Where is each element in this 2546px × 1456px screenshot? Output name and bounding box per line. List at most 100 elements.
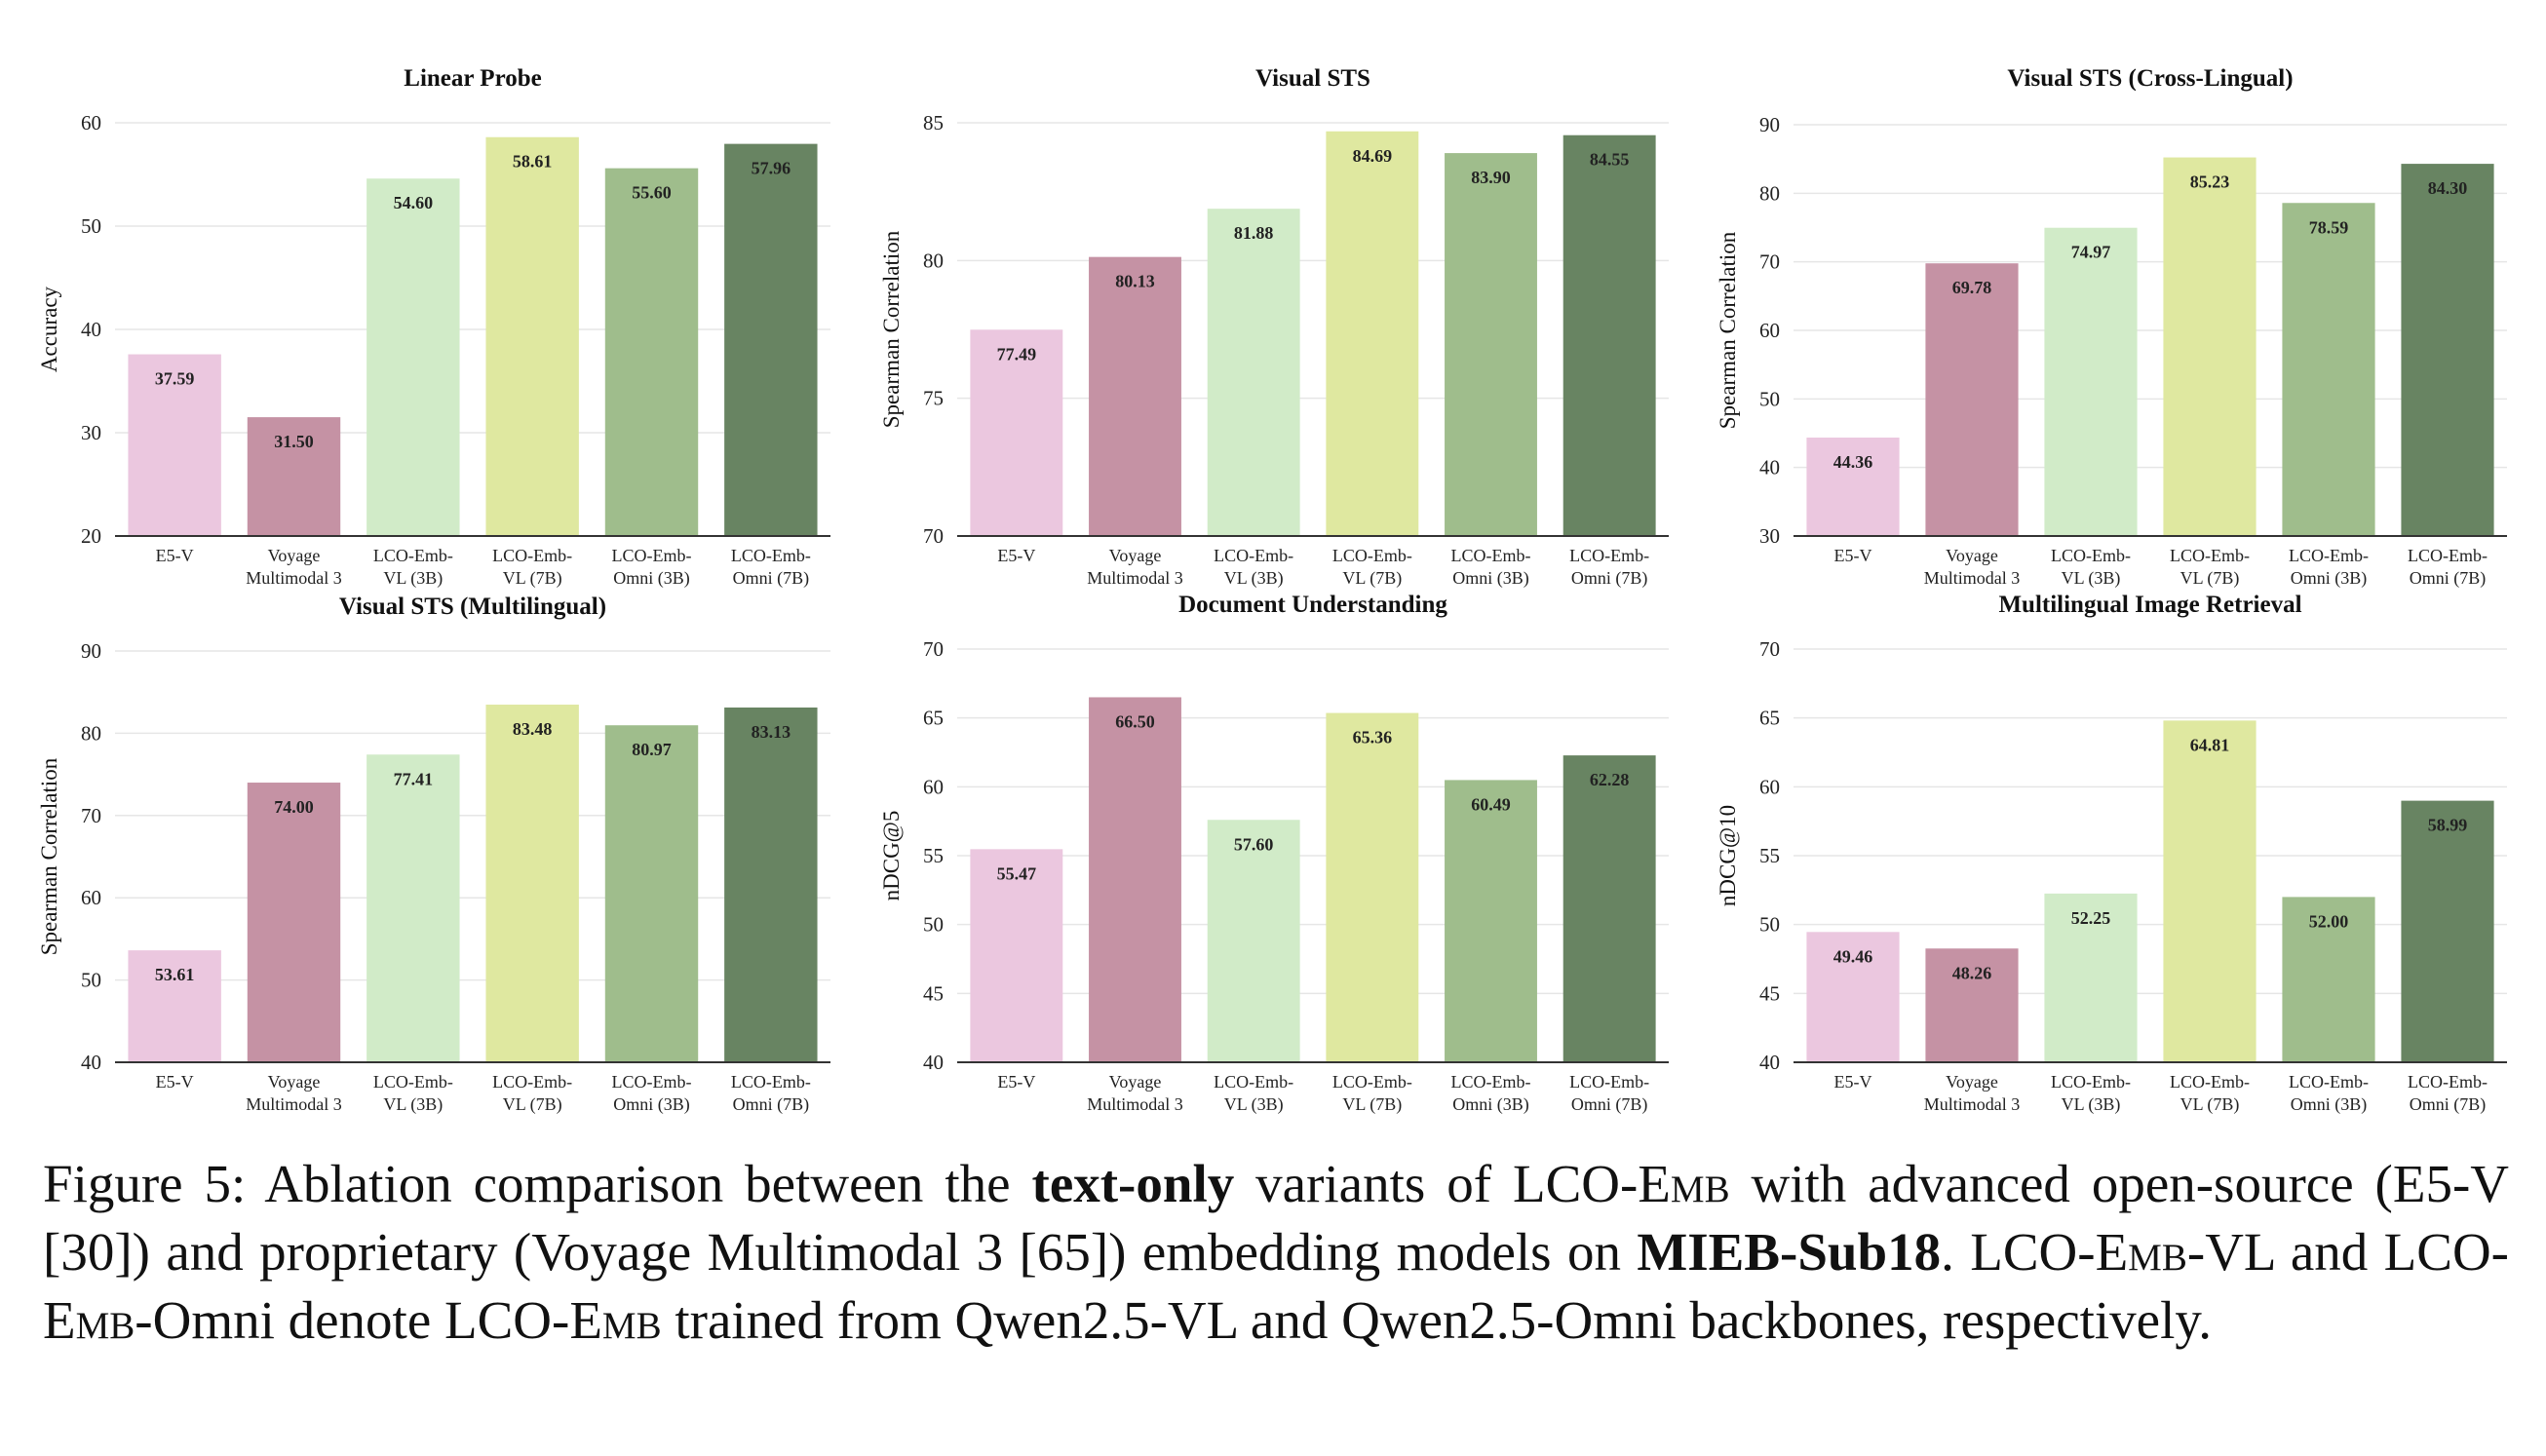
bar-value-label: 84.30 <box>2428 178 2468 198</box>
y-tick-label: 65 <box>1759 707 1780 730</box>
bar-value-label: 48.26 <box>1952 963 1992 982</box>
x-tick-label: LCO-Emb-Omni (3B) <box>612 1072 692 1115</box>
bar <box>247 417 341 536</box>
y-tick-label: 55 <box>1759 844 1780 867</box>
bar <box>247 783 341 1062</box>
x-tick-label: E5-V <box>997 1072 1035 1092</box>
bar-value-label: 74.97 <box>2071 243 2111 262</box>
y-tick-label: 20 <box>81 524 101 548</box>
bar <box>1326 712 1419 1062</box>
y-tick-label: 70 <box>1759 250 1780 274</box>
y-tick-label: 90 <box>1759 113 1780 136</box>
bar <box>1806 932 1900 1062</box>
chart-title: Multilingual Image Retrieval <box>1998 592 2301 618</box>
x-tick-label: LCO-Emb-VL (3B) <box>2051 546 2131 589</box>
y-tick-label: 70 <box>1759 637 1780 661</box>
y-tick-label: 70 <box>81 804 101 827</box>
bar <box>604 168 699 536</box>
bar <box>128 354 221 536</box>
bar-value-label: 83.13 <box>752 722 791 742</box>
bar <box>1806 438 1900 536</box>
x-tick-label: LCO-Emb-VL (7B) <box>1332 1072 1412 1115</box>
x-tick-label: LCO-Emb-VL (3B) <box>1214 1072 1293 1115</box>
y-axis-label: nDCG@10 <box>1716 805 1740 906</box>
x-tick-label: Voyage Multimodal 3 <box>1924 546 2021 588</box>
chart-panel-2: 70 75 80 85 Visual STS Spearman Correlation 77… <box>879 65 1669 589</box>
x-tick-label: LCO-Emb-Omni (7B) <box>1569 1072 1649 1115</box>
bar-value-label: 81.88 <box>1234 223 1274 243</box>
bar <box>2401 800 2494 1062</box>
bar-value-label: 57.96 <box>752 159 791 178</box>
chart-panel-4: 40 50 60 70 80 90 Visual STS (Multilingual) Spe… <box>37 594 830 1115</box>
bar <box>1089 256 1181 536</box>
bar-value-label: 77.49 <box>997 344 1037 364</box>
x-tick-label: LCO-Emb-VL (7B) <box>492 546 572 589</box>
y-tick-label: 50 <box>81 969 101 992</box>
bar-value-label: 37.59 <box>155 369 195 389</box>
bar <box>1562 134 1656 536</box>
y-tick-label: 60 <box>1759 775 1780 798</box>
y-axis-label: Accuracy <box>37 286 61 372</box>
caption-smallcaps-text: Emb <box>569 1290 662 1350</box>
bar <box>970 849 1063 1062</box>
bar-value-label: 77.41 <box>394 769 434 788</box>
y-tick-label: 75 <box>923 387 944 410</box>
bar-value-label: 57.60 <box>1234 834 1274 854</box>
caption-text: variants of LCO- <box>1234 1154 1639 1213</box>
y-tick-label: 80 <box>923 249 944 272</box>
bar-value-label: 52.25 <box>2071 908 2111 928</box>
x-tick-label: LCO-Emb-Omni (7B) <box>731 1072 811 1115</box>
bar <box>604 725 699 1062</box>
x-tick-label: LCO-Emb-VL (3B) <box>2051 1072 2131 1115</box>
y-axis-label: nDCG@5 <box>879 811 904 901</box>
y-tick-label: 60 <box>81 111 101 134</box>
bar-value-label: 49.46 <box>1833 946 1873 966</box>
x-tick-label: E5-V <box>156 1072 194 1092</box>
bar <box>1445 153 1537 537</box>
y-tick-label: 40 <box>81 1051 101 1074</box>
bar-value-label: 52.00 <box>2309 911 2349 931</box>
caption-text: trained from Qwen2.5-VL and Qwen2.5-Omni… <box>661 1290 2213 1350</box>
bar <box>1925 948 2019 1062</box>
caption-bold-text: text-only <box>1031 1154 1235 1213</box>
bar-value-label: 62.28 <box>1590 770 1630 789</box>
caption-text: -VL and LCO- <box>2186 1222 2509 1282</box>
x-tick-label: LCO-Emb-VL (7B) <box>2170 546 2250 589</box>
y-tick-label: 50 <box>1759 387 1780 410</box>
x-tick-label: LCO-Emb-Omni (7B) <box>2408 1072 2488 1115</box>
x-tick-label: LCO-Emb-Omni (7B) <box>2408 546 2488 589</box>
chart-panel-1: 20 30 40 50 60 Linear Probe Accuracy 37.59 E5-V 3… <box>37 65 830 589</box>
x-tick-label: E5-V <box>1834 1072 1872 1092</box>
chart-panel-5: 40 45 50 55 60 65 70 Document Understanding nDCG… <box>879 592 1669 1115</box>
bar-value-label: 58.61 <box>513 152 553 172</box>
bar <box>1562 755 1656 1062</box>
chart-panel-6: 40 45 50 55 60 65 70 Multilingual Image Retriev… <box>1716 592 2507 1115</box>
y-tick-label: 55 <box>923 844 944 867</box>
bar <box>2163 720 2257 1062</box>
bar-value-label: 85.23 <box>2190 172 2230 192</box>
x-tick-label: Voyage Multimodal 3 <box>246 546 342 588</box>
x-tick-label: LCO-Emb-Omni (7B) <box>1569 546 1649 589</box>
x-tick-label: LCO-Emb-Omni (3B) <box>2289 1072 2369 1115</box>
bar-value-label: 44.36 <box>1833 452 1873 472</box>
bar <box>2282 203 2375 536</box>
y-tick-label: 30 <box>81 421 101 444</box>
chart-title: Linear Probe <box>404 65 541 92</box>
bar-value-label: 74.00 <box>274 797 314 817</box>
caption-text: . LCO- <box>1941 1222 2096 1282</box>
y-tick-label: 40 <box>1759 456 1780 479</box>
x-tick-label: LCO-Emb-VL (7B) <box>492 1072 572 1115</box>
bar-value-label: 65.36 <box>1353 728 1393 747</box>
bar <box>1207 820 1300 1062</box>
bar-value-label: 60.49 <box>1471 794 1511 814</box>
bar-value-label: 53.61 <box>155 965 195 984</box>
chart-panel-3: 30 40 50 60 70 80 90 Visual STS (Cross-Lingual)… <box>1716 65 2507 589</box>
y-tick-label: 45 <box>923 981 944 1005</box>
figure-caption: Figure 5: Ablation comparison between th… <box>43 1150 2509 1355</box>
y-axis-label: Spearman Correlation <box>37 757 61 955</box>
bar-value-label: 80.13 <box>1115 272 1155 291</box>
y-tick-label: 90 <box>81 639 101 663</box>
y-axis-label: Spearman Correlation <box>1716 231 1740 429</box>
bar-value-label: 54.60 <box>394 193 434 212</box>
